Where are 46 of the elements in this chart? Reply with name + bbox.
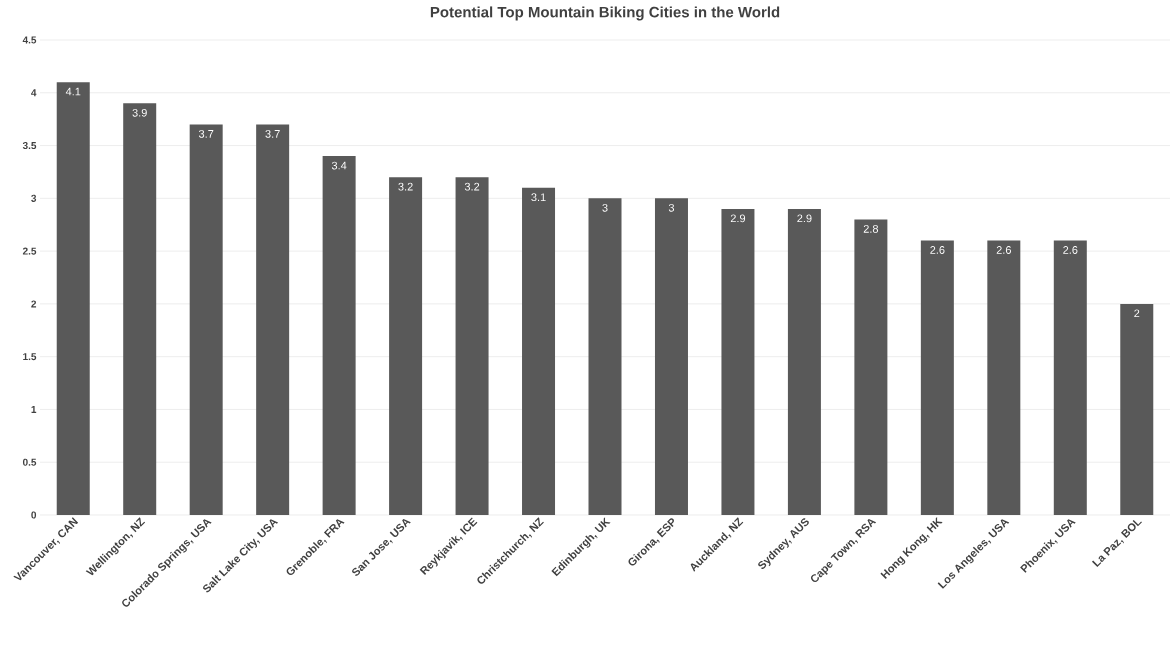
data-label: 3 xyxy=(602,203,608,212)
data-label: 2.8 xyxy=(863,224,879,233)
bar xyxy=(787,208,821,515)
data-label: 3 xyxy=(668,203,675,212)
data-label: 2.6 xyxy=(1063,246,1078,254)
data-label: 3.2 xyxy=(398,182,413,191)
data-label: 3.2 xyxy=(464,182,480,191)
data-label: 2.6 xyxy=(996,246,1011,254)
data-label: 2.6 xyxy=(930,246,945,254)
bar xyxy=(854,219,888,515)
data-label: 3.7 xyxy=(198,129,214,138)
data-label: 2 xyxy=(1134,309,1140,318)
data-label: 2.9 xyxy=(730,214,746,223)
bar xyxy=(56,82,90,515)
y-tick-label: 1 xyxy=(31,406,37,413)
bar xyxy=(1053,240,1087,515)
bar xyxy=(322,156,356,515)
bar xyxy=(389,177,423,515)
bar xyxy=(654,198,688,515)
bar xyxy=(721,208,755,515)
data-label: 2.9 xyxy=(797,214,812,223)
y-tick-label: 3.5 xyxy=(22,142,37,150)
bar xyxy=(256,124,290,515)
y-tick-label: 0.5 xyxy=(22,458,37,466)
chart-title: Potential Top Mountain Biking Cities in the World xyxy=(430,6,780,21)
y-tick-label: 4.5 xyxy=(22,36,37,44)
y-tick-label: 2.5 xyxy=(22,247,37,255)
data-label: 3.4 xyxy=(331,161,347,170)
y-tick-label: 1.5 xyxy=(23,353,37,361)
bar xyxy=(522,187,556,515)
bar xyxy=(1120,303,1154,515)
bar xyxy=(987,240,1021,515)
y-tick-label: 2 xyxy=(31,300,37,308)
y-tick-label: 0 xyxy=(31,511,37,519)
bar xyxy=(588,198,622,515)
y-tick-label: 3 xyxy=(31,194,37,202)
bar xyxy=(123,103,157,515)
data-label: 3.1 xyxy=(531,193,546,202)
bar xyxy=(189,124,223,515)
x-tick-label: La Paz, BOL xyxy=(1091,519,1142,567)
data-label: 3.7 xyxy=(265,129,280,138)
data-label: 3.9 xyxy=(132,108,147,117)
y-tick-label: 4 xyxy=(31,89,37,97)
bar xyxy=(455,177,489,515)
data-label: 4.1 xyxy=(65,87,81,96)
bar xyxy=(920,240,954,515)
